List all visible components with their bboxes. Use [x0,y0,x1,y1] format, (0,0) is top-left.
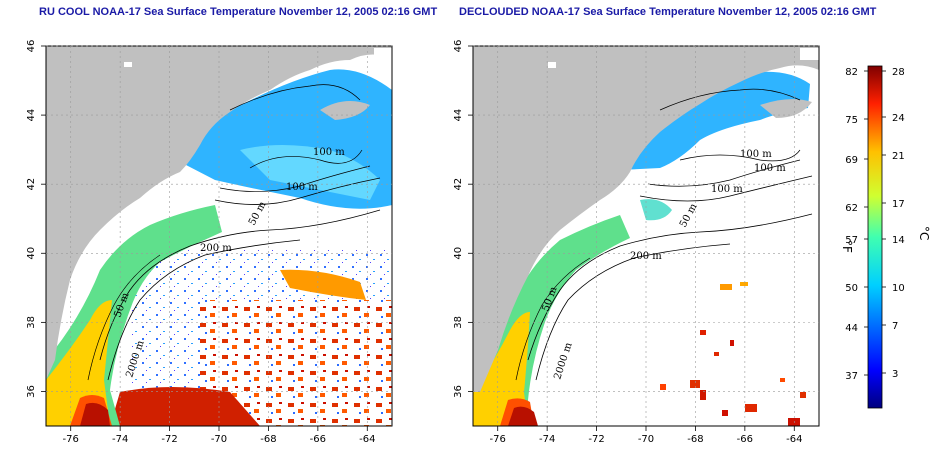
left-warm-gulfstream [110,387,260,426]
left-contour-label: 200 m [200,243,232,254]
right-lake-gap [548,62,556,68]
left-lake-gap [124,62,132,67]
fahrenheit-tick-label: 50 [845,283,858,294]
x-tick-label: -74 [112,434,128,445]
right-contour-label: 100 m [740,149,772,160]
x-tick-label: -76 [63,434,79,445]
y-tick-label: 46 [26,40,37,53]
y-tick-label: 46 [453,40,464,53]
right-contour-100m-b [679,149,801,162]
y-tick-label: 38 [453,316,464,329]
fahrenheit-tick-label: 62 [845,203,858,214]
left-contour-100m-b [249,149,363,169]
x-tick-label: -72 [161,434,177,445]
x-tick-label: -68 [687,434,703,445]
y-tick-label: 44 [26,109,37,122]
left-contour-label: 100 m [313,147,345,158]
fahrenheit-tick-label: 57 [845,235,858,246]
right-nova-scotia-land [760,99,812,118]
right-contour-label: 100 m [754,163,786,174]
colorbar-gradient [867,65,883,409]
right-panel-title: DECLOUDED NOAA-17 Sea Surface Temperatur… [459,6,877,18]
x-tick-label: -76 [490,434,506,445]
fahrenheit-tick-label: 75 [845,115,858,126]
left-contour-200m [214,177,381,205]
left-contour-100m-a [219,165,371,192]
y-tick-label: 42 [453,178,464,191]
right-contour-50m-south [515,257,591,381]
right-land-mass [473,46,819,392]
left-shelf-water-yellow [46,300,112,426]
x-tick-label: -66 [310,434,326,445]
left-panel-title: RU COOL NOAA-17 Sea Surface Temperature … [39,6,438,18]
left-contour-50m-south [87,254,161,381]
x-tick-label: -70 [638,434,654,445]
right-shelf-water-yellow [473,312,530,426]
y-tick-label: 38 [26,316,37,329]
fahrenheit-tick-label: 44 [845,323,858,334]
y-tick-label: 36 [453,385,464,398]
temperature-colorbar: 82 75 69 62 57 50 44 37 28 24 21 17 14 10 7 3 °F °C [840,65,931,409]
right-contour-2000m [535,243,731,381]
celsius-tick-label: 7 [892,321,898,332]
left-land-mass [46,46,392,380]
right-axis-ticks: -76 -74 -72 -70 -68 -66 -64 36 38 40 42 44 46 [453,40,802,445]
fahrenheit-tick-label: 82 [845,67,858,78]
celsius-tick-label: 28 [892,67,905,78]
right-contour-100m-a [647,159,801,187]
left-georges-bank-water [240,145,380,200]
x-tick-label: -64 [786,434,802,445]
left-axis-ticks: -76 -74 -72 -70 -68 -66 -64 36 38 40 42 44 46 [26,40,375,445]
celsius-tick-label: 3 [892,369,898,380]
celsius-tick-label: 21 [892,151,905,162]
right-graticule [473,45,819,426]
celsius-tick-label: 10 [892,283,905,294]
x-tick-label: -72 [588,434,604,445]
x-tick-label: -74 [539,434,555,445]
left-contour-50m [229,84,361,111]
y-tick-label: 44 [453,109,464,122]
left-corner-gap [374,48,392,60]
celsius-tick-label: 17 [892,199,905,210]
right-contour-200m-south [527,213,813,361]
left-hatteras-hot [80,402,110,426]
left-contour-2000m [107,239,301,381]
right-contour-label: 100 m [711,184,743,195]
x-tick-label: -70 [211,434,227,445]
x-tick-label: -66 [737,434,753,445]
left-graticule [46,45,392,426]
fahrenheit-tick-label: 37 [845,371,858,382]
right-contour-label: 200 m [630,251,662,262]
celsius-tick-label: 14 [892,235,905,246]
celsius-tick-label: 24 [892,113,905,124]
left-warm-band [280,269,366,300]
left-contour-200m-south [99,209,381,361]
celsius-unit-label: °C [917,226,931,240]
right-shelf-patch [640,199,672,221]
right-contour-50m [659,88,801,111]
left-contour-label: 100 m [286,182,318,193]
fahrenheit-tick-label: 69 [845,155,858,166]
right-gulf-of-maine-water [620,71,810,170]
y-tick-label: 42 [26,178,37,191]
fahrenheit-unit-label: °F [840,240,854,253]
y-tick-label: 36 [26,385,37,398]
right-hatteras-hot [508,406,538,426]
y-tick-label: 40 [26,247,37,260]
celsius-scale: 28 24 21 17 14 10 7 3 [882,67,905,380]
x-tick-label: -68 [260,434,276,445]
x-tick-label: -64 [359,434,375,445]
y-tick-label: 40 [453,247,464,260]
right-corner-gap [800,48,819,60]
fahrenheit-scale: 82 75 69 62 57 50 44 37 [845,67,868,382]
right-contour-200m [639,175,813,202]
